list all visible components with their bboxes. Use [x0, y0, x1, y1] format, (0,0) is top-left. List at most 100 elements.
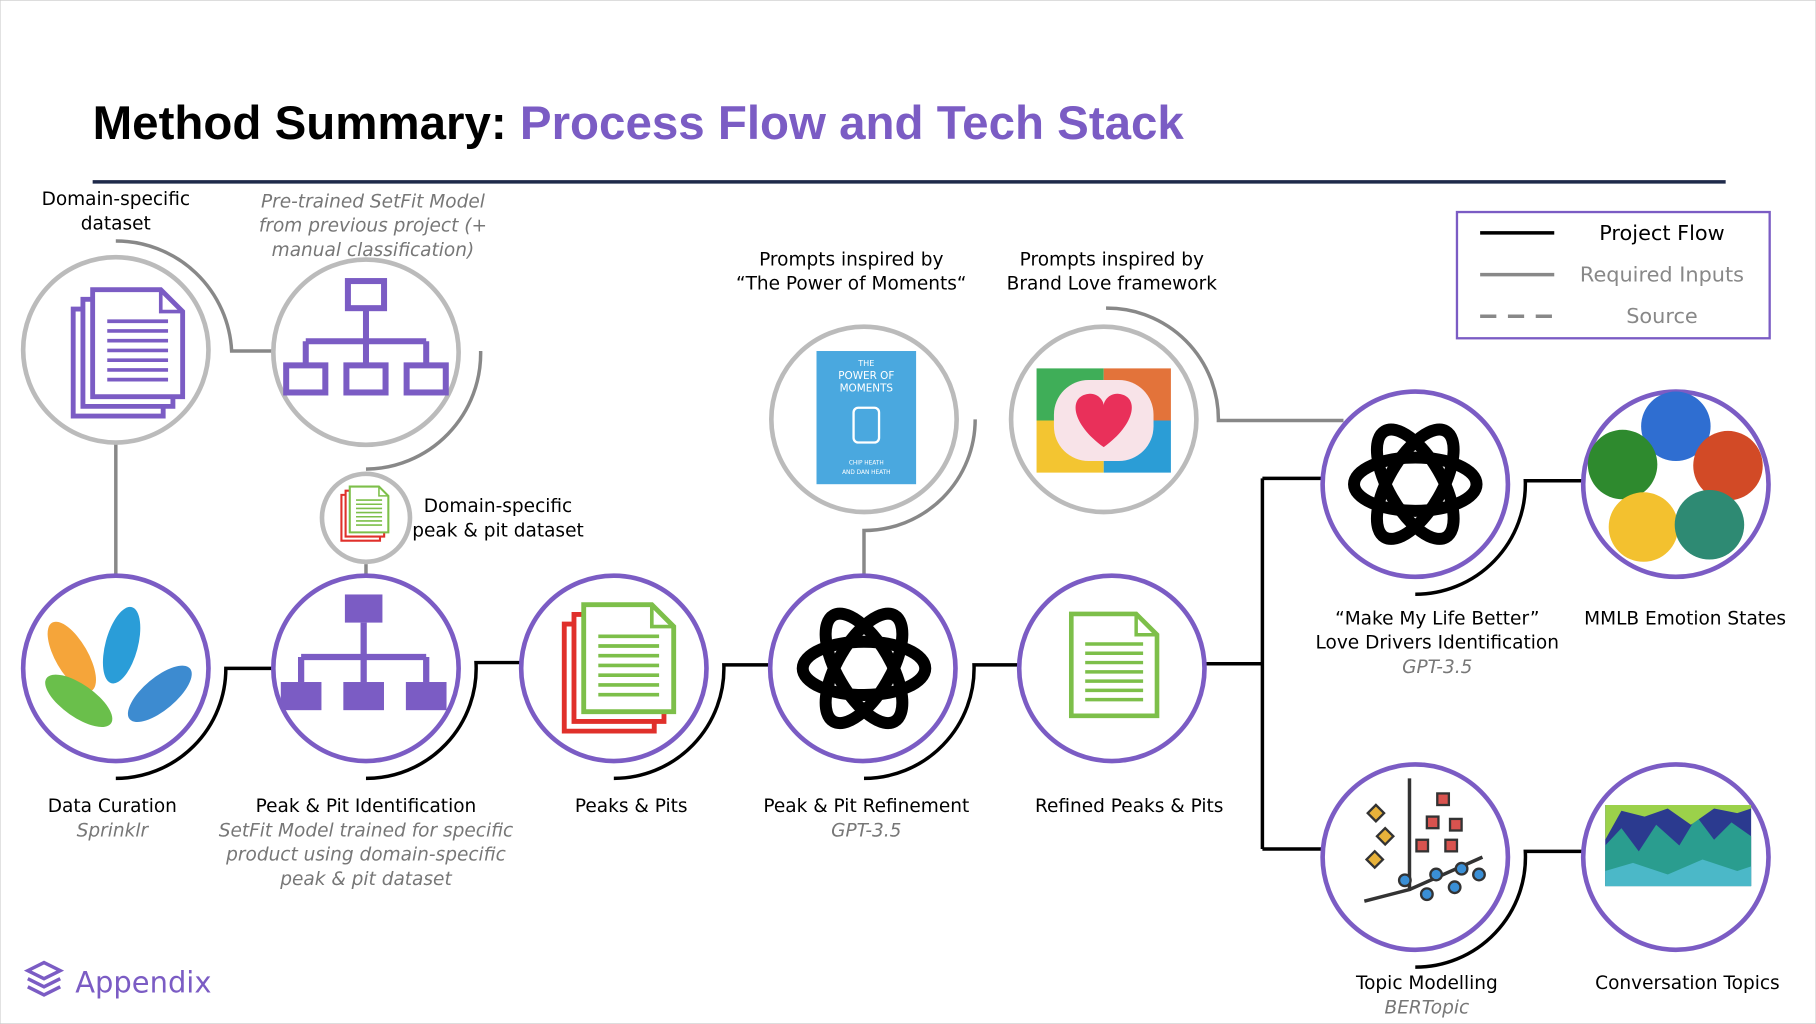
input-line [365, 350, 483, 471]
input-label: Prompts inspired by [759, 249, 943, 270]
title: Method Summary: Process Flow and Tech St… [93, 97, 1185, 150]
openai-loop [1348, 451, 1483, 517]
step-label: Topic Modelling [1355, 973, 1498, 994]
scatter-dot [1397, 873, 1412, 888]
scatter-dot [1429, 867, 1444, 882]
openai-logo [796, 607, 932, 730]
emotion-dot [1693, 430, 1763, 501]
legend-label: Source [1626, 304, 1698, 328]
book-text: AND DAN HEATH [842, 470, 890, 476]
scatter-dot [1454, 861, 1469, 876]
input-line [862, 419, 977, 576]
node-circle [767, 573, 958, 764]
title-lead: Method Summary: [93, 97, 507, 150]
footer: Appendix [23, 960, 211, 1000]
scatter-axes [1363, 778, 1484, 903]
org-box [344, 594, 383, 623]
org-chart-icon [283, 278, 449, 396]
step-label: Conversation Topics [1595, 973, 1780, 994]
document-fold [378, 486, 389, 497]
document-icon [561, 602, 677, 734]
org-box [405, 682, 447, 711]
scatter-diamond [1366, 803, 1386, 823]
org-link [302, 308, 430, 366]
step-tool: Sprinklr [77, 820, 150, 841]
openai-loop [819, 607, 909, 730]
document-fold [158, 289, 183, 314]
openai-loop [1370, 423, 1460, 545]
appendix-icon [23, 960, 65, 997]
openai-logo [1348, 423, 1483, 545]
sprinklr-petal [102, 606, 141, 684]
flow-line [613, 663, 771, 781]
scatter-diamond [1364, 849, 1385, 870]
footer-label: Appendix [75, 966, 211, 1000]
step-label: “Make My Life Better” [1335, 608, 1539, 629]
connectors [114, 239, 1584, 969]
openai-loop [819, 607, 909, 730]
flow-line [365, 660, 522, 781]
document-icon [340, 485, 390, 542]
title-highlight: Process Flow and Tech Stack [520, 97, 1185, 150]
step-label: Peak & Pit Identification [256, 796, 477, 817]
input-label: Domain-specific [42, 189, 191, 210]
input-label: from previous project (+ [259, 216, 487, 237]
openai-loop [1370, 423, 1460, 545]
flow-line [1415, 478, 1584, 596]
area-layer [1605, 805, 1752, 840]
input-label: Pre-trained SetFit Model [261, 191, 486, 212]
step-tool: BERTopic [1385, 997, 1470, 1018]
area-layer [1605, 859, 1752, 887]
heart [1075, 393, 1132, 448]
input-label: manual classification) [272, 240, 475, 261]
node-circle [1320, 389, 1511, 580]
input-line [115, 239, 274, 353]
step-tool: peak & pit dataset [279, 869, 452, 890]
input-line [1106, 306, 1344, 423]
document-fold [1134, 613, 1158, 637]
emotion-dot [1674, 489, 1745, 560]
scatter-square [1448, 817, 1463, 832]
step-label: Peak & Pit Refinement [763, 796, 969, 817]
org-box [343, 362, 389, 396]
org-box [344, 278, 388, 312]
flow-line [863, 663, 1020, 781]
org-box [283, 362, 329, 396]
input-label: dataset [81, 213, 151, 234]
scatter-diamond [1375, 826, 1395, 847]
book-text: CHIP HEATH [849, 461, 884, 467]
book-text: THE [857, 358, 874, 368]
scatter-dot [1447, 880, 1462, 895]
step-label: Data Curation [48, 796, 177, 817]
org-link [297, 622, 430, 683]
step-tool: SetFit Model trained for specific [219, 820, 514, 841]
scatter-square [1415, 838, 1430, 853]
org-box [280, 682, 322, 711]
book-text: POWER OF [838, 370, 894, 382]
org-box [403, 362, 449, 396]
scatter-square [1436, 792, 1451, 807]
flow-line [1204, 476, 1323, 851]
input-label: Brand Love framework [1007, 274, 1218, 295]
document-icon [70, 287, 186, 419]
document-icon [1068, 611, 1160, 719]
step-label: MMLB Emotion States [1584, 608, 1786, 629]
book-cover [816, 351, 917, 485]
org-chart-icon [280, 594, 447, 711]
flow-line [1415, 849, 1584, 969]
scatter-square [1444, 838, 1459, 853]
step-label: Refined Peaks & Pits [1035, 796, 1223, 817]
sprinklr-petal [47, 621, 96, 692]
openai-loop [796, 635, 932, 701]
step-tool: GPT-3.5 [831, 820, 901, 841]
emotion-dot [1608, 492, 1679, 562]
legend-label: Project Flow [1599, 221, 1724, 245]
flow-line [115, 666, 274, 781]
input-label: “The Power of Moments“ [736, 274, 966, 295]
org-box [343, 682, 384, 711]
step-label: Peaks & Pits [575, 796, 688, 817]
sprinklr-petal [127, 665, 192, 723]
